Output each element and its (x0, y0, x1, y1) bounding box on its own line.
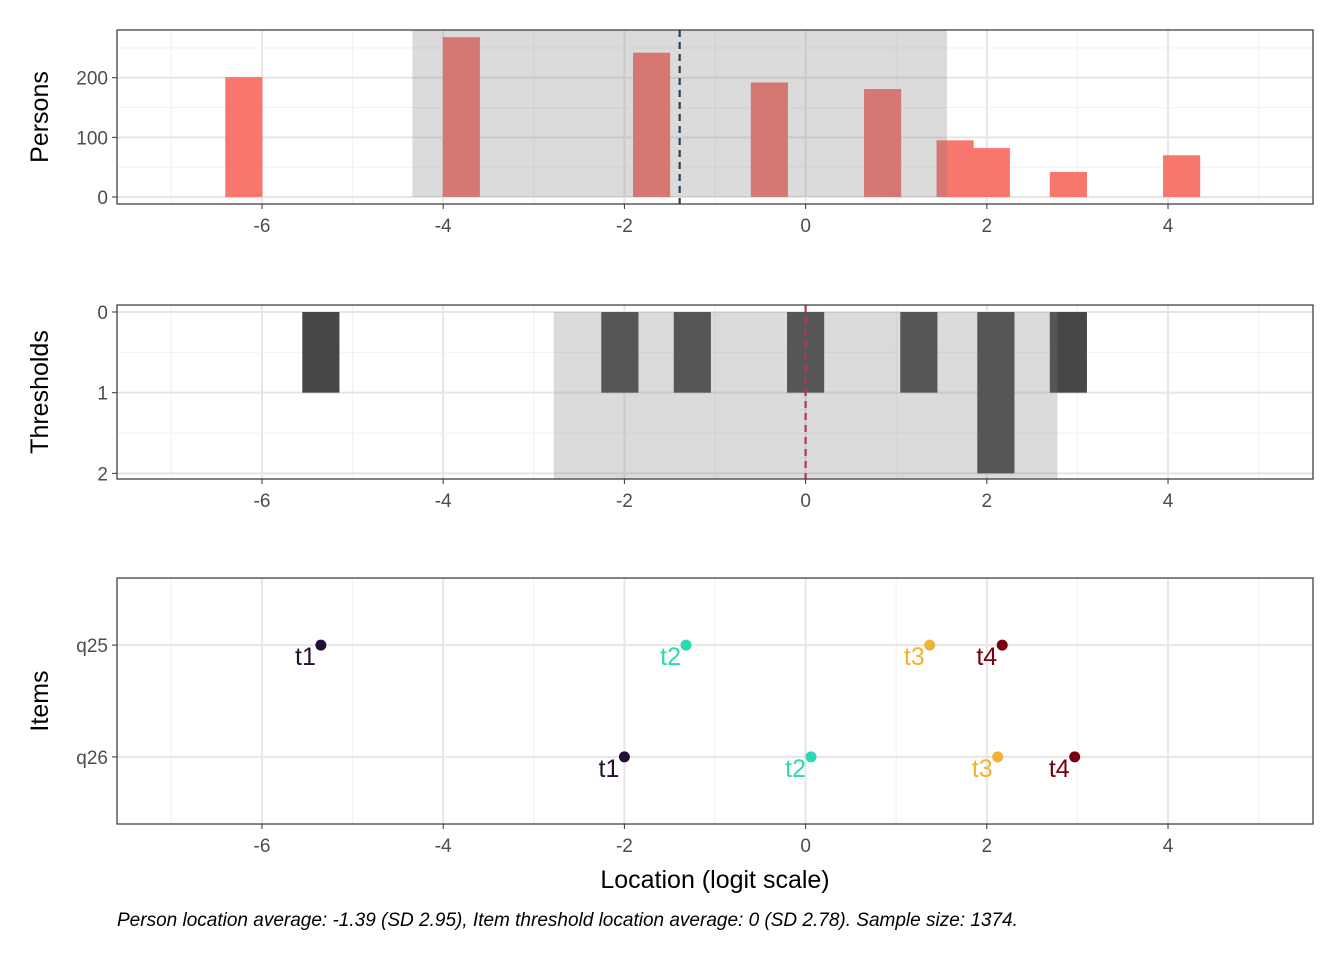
threshold-point-q25-t3 (924, 639, 936, 651)
threshold-bar-0 (302, 312, 340, 393)
x-tick-label: -4 (435, 491, 452, 512)
persons-axis-title: Persons (26, 71, 54, 163)
person-bar-0 (225, 77, 263, 197)
x-tick-label: -2 (616, 491, 633, 512)
threshold-bar-1 (601, 312, 639, 393)
threshold-point-q26-t4 (1069, 751, 1081, 763)
threshold-point-q25-t2 (680, 639, 692, 651)
panel-border (116, 304, 1314, 480)
threshold-label-q25-t1: t1 (295, 643, 316, 671)
threshold-label-q25-t4: t4 (976, 643, 997, 671)
threshold-point-q26-t2 (805, 751, 817, 763)
panel-border (116, 29, 1314, 205)
threshold-bar-6 (1049, 312, 1087, 393)
x-tick-label: -6 (254, 216, 271, 237)
x-tick-label: 0 (800, 216, 811, 237)
x-tick-label: 4 (1163, 491, 1174, 512)
threshold-point-q25-t1 (315, 639, 327, 651)
x-tick-label: 2 (982, 836, 993, 857)
caption: Person location average: -1.39 (SD 2.95)… (117, 910, 1018, 931)
threshold-bar-2 (673, 312, 711, 393)
y-tick-label: 200 (76, 69, 108, 90)
items-axis-title: Items (26, 670, 54, 731)
threshold-label-q25-t3: t3 (904, 643, 925, 671)
y-tick-label: 100 (76, 128, 108, 149)
x-axis-title: Location (logit scale) (600, 866, 829, 894)
threshold-label-q25-t2: t2 (660, 643, 681, 671)
person-bar-2 (633, 52, 671, 197)
threshold-label-q26-t4: t4 (1049, 755, 1070, 783)
person-bar-4 (864, 89, 902, 197)
threshold-label-q26-t3: t3 (972, 755, 993, 783)
person-bar-5 (936, 140, 974, 197)
x-tick-label: 0 (800, 491, 811, 512)
threshold-point-q25-t4 (996, 639, 1008, 651)
x-tick-label: -4 (435, 216, 452, 237)
threshold-bar-5 (977, 312, 1015, 474)
y-tick-label: q25 (76, 636, 108, 657)
x-tick-label: -6 (254, 491, 271, 512)
person-bar-3 (750, 82, 788, 197)
person-bar-1 (442, 37, 480, 198)
x-tick-label: 2 (982, 491, 993, 512)
threshold-point-q26-t3 (992, 751, 1004, 763)
x-tick-label: -2 (616, 216, 633, 237)
person-bar-6 (972, 148, 1010, 197)
threshold-label-q26-t2: t2 (785, 755, 806, 783)
y-tick-label: 2 (97, 464, 108, 485)
y-tick-label: q26 (76, 748, 108, 769)
person-bar-7 (1049, 171, 1087, 197)
x-tick-label: -6 (254, 836, 271, 857)
x-tick-label: 4 (1163, 836, 1174, 857)
x-tick-label: 4 (1163, 216, 1174, 237)
y-tick-label: 1 (97, 384, 108, 405)
y-tick-label: 0 (97, 303, 108, 324)
person-bar-8 (1163, 155, 1201, 197)
x-tick-label: -4 (435, 836, 452, 857)
thresholds-axis-title: Thresholds (26, 330, 54, 454)
threshold-point-q26-t1 (618, 751, 630, 763)
y-tick-label: 0 (97, 188, 108, 209)
x-tick-label: 2 (982, 216, 993, 237)
threshold-bar-4 (900, 312, 938, 393)
x-tick-label: -2 (616, 836, 633, 857)
panel-border (116, 577, 1314, 825)
threshold-label-q26-t1: t1 (599, 755, 620, 783)
x-tick-label: 0 (800, 836, 811, 857)
